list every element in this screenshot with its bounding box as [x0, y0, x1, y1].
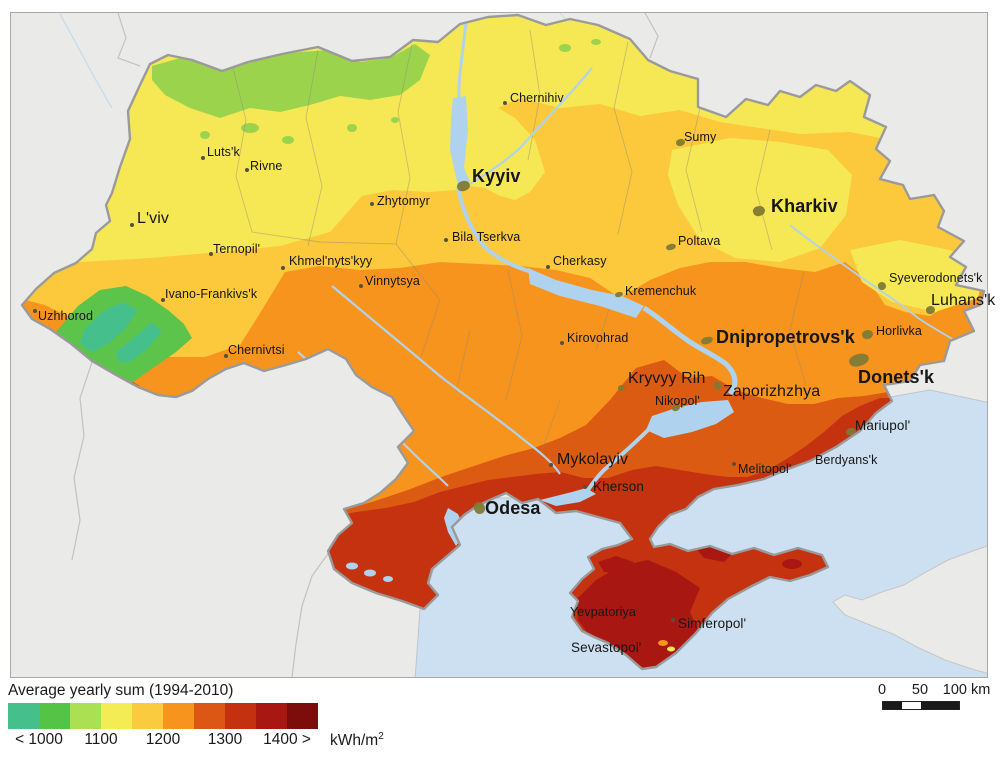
legend-ticks: < 1000 1100 1200 1300 1400 > kWh/m2	[8, 731, 448, 751]
legend-swatch	[163, 703, 194, 729]
ukraine-border	[20, 13, 986, 671]
legend-title: Average yearly sum (1994-2010)	[8, 682, 234, 699]
scale-label-0: 0	[877, 682, 887, 698]
footer: Average yearly sum (1994-2010) < 1000 11…	[0, 678, 1000, 758]
legend-swatch	[70, 703, 101, 729]
scale-label-50: 50	[911, 682, 929, 698]
legend-unit: kWh/m2	[330, 731, 384, 750]
legend-tick: < 1000	[15, 731, 63, 748]
ukraine-solar-map	[11, 13, 987, 677]
legend-swatch	[101, 703, 132, 729]
legend-swatch	[287, 703, 318, 729]
legend-swatch	[256, 703, 287, 729]
legend-tick: 1300	[207, 731, 243, 748]
scale-bar-graphic	[882, 701, 960, 710]
kuban-land	[832, 545, 987, 674]
oblast-borders	[231, 29, 807, 457]
legend-tick: 1200	[145, 731, 181, 748]
legend-tick: 1100	[84, 731, 118, 748]
legend-swatch	[132, 703, 163, 729]
scale-label-100: 100 km	[942, 682, 991, 698]
scale-bar: 0 50 100 km	[856, 678, 1000, 718]
legend-color-bar	[8, 703, 318, 729]
legend-swatch	[194, 703, 225, 729]
legend-swatch	[225, 703, 256, 729]
map-frame	[10, 12, 988, 678]
legend-swatch	[39, 703, 70, 729]
scale-bar-labels: 0 50 100 km	[856, 682, 1000, 698]
legend-tick: 1400 >	[263, 731, 311, 748]
legend-swatch	[8, 703, 39, 729]
